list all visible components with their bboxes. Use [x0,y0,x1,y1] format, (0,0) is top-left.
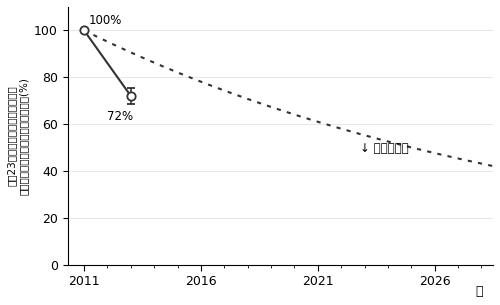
Text: 100%: 100% [88,14,122,27]
Text: 年: 年 [475,285,482,298]
Text: ↓ 物理的減衰: ↓ 物理的減衰 [360,142,408,155]
Y-axis label: 平成23年度調査結果を基準とした
土壌中の放射性セシウム濃度変化率(%): 平成23年度調査結果を基準とした 土壌中の放射性セシウム濃度変化率(%) [7,77,28,195]
Text: 72%: 72% [108,110,134,123]
